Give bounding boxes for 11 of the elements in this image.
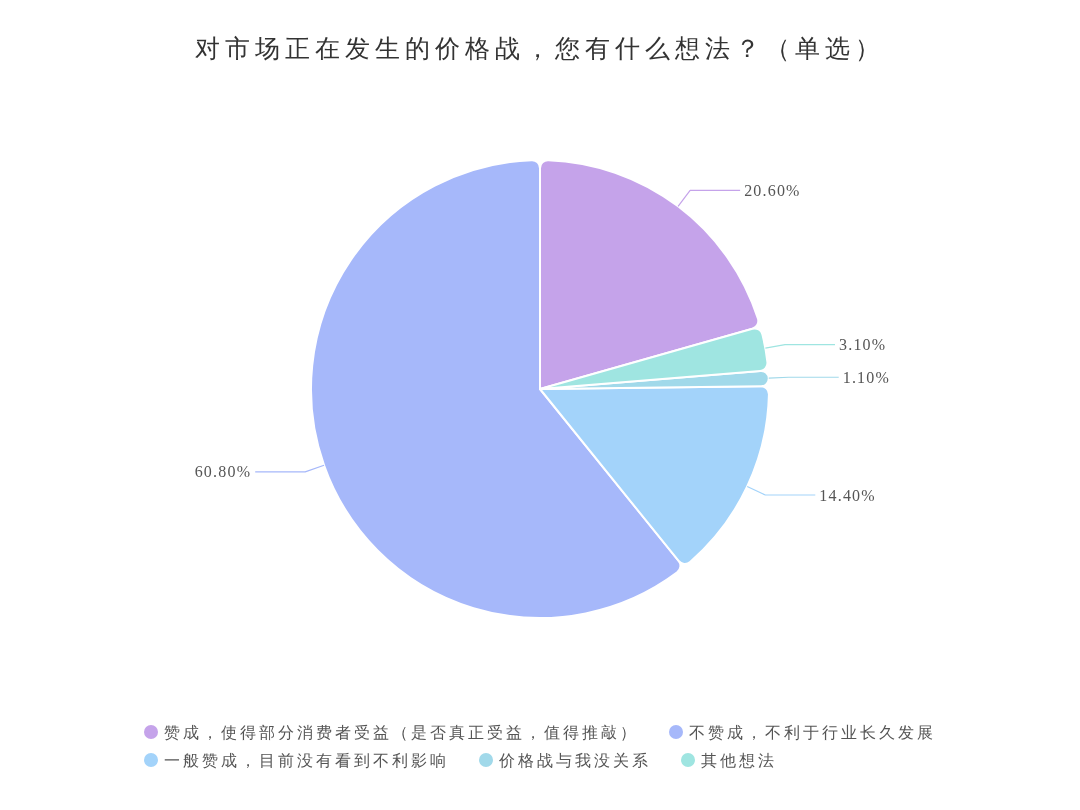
data-label: 1.10% (842, 368, 891, 386)
legend-label: 价格战与我没关系 (498, 751, 651, 769)
data-label: 20.60% (744, 181, 801, 199)
chart-title: 对市场正在发生的价格战，您有什么想法？（单选） (195, 34, 885, 62)
legend-label: 赞成，使得部分消费者受益（是否真正受益，值得推敲） (164, 723, 639, 741)
data-label: 14.40% (819, 486, 876, 504)
legend-label: 其他想法 (701, 751, 777, 769)
data-label: 60.80% (194, 463, 252, 481)
legend-label: 一般赞成，目前没有看到不利影响 (164, 751, 449, 769)
data-label: 3.10% (839, 336, 887, 354)
legend-label: 不赞成，不利于行业长久发展 (689, 723, 936, 741)
